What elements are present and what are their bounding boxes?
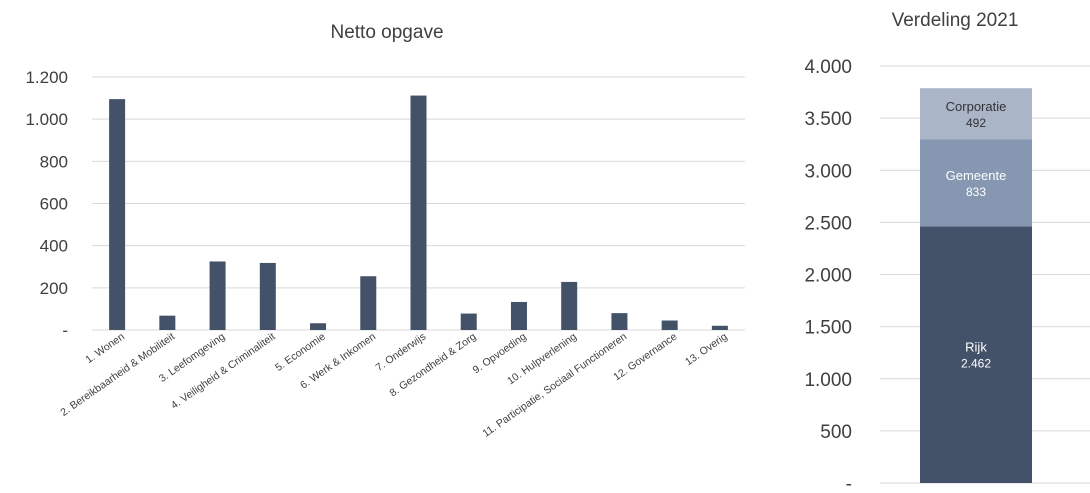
right-y-tick-label: 4.000	[804, 57, 852, 78]
bar-4-veiligheid-criminaliteit	[259, 262, 276, 330]
right-y-tick-label: 500	[820, 422, 852, 443]
segment-label-gemeente: Gemeente	[946, 168, 1007, 183]
netto-opgave-chart: Netto opgave - 200 400 600 800 1.000 1.200 1. …	[25, 22, 745, 440]
segment-label-corporatie: Corporatie	[946, 99, 1007, 114]
bar-2-bereikbaarheid-mobiliteit	[159, 315, 176, 330]
bar-12-governance	[661, 320, 678, 330]
bar-1-wonen	[109, 99, 126, 330]
right-y-tick-label: 2.500	[804, 213, 852, 234]
segment-value-rijk: 2.462	[961, 357, 991, 371]
verdeling-2021-title: Verdeling 2021	[892, 10, 1019, 31]
left-y-tick-label: 800	[40, 152, 68, 171]
bar-5-economie	[310, 323, 327, 330]
right-y-tick-label: 3.000	[804, 161, 852, 182]
segment-value-gemeente: 833	[966, 185, 986, 199]
right-y-tick-label: 3.500	[804, 109, 852, 130]
right-y-tick-label: 1.500	[804, 318, 852, 339]
verdeling-2021-chart: Verdeling 2021 - 500 1.000 1.500 2.000 2.500 3…	[804, 10, 1090, 493]
bar-10-hulpverlening	[561, 281, 578, 330]
bar-7-onderwijs	[410, 95, 427, 330]
left-bars	[109, 95, 728, 330]
left-y-tick-label: 600	[40, 195, 68, 214]
segment-rijk	[920, 226, 1032, 484]
segment-corporatie	[920, 88, 1032, 140]
left-y-tick-label: 200	[40, 279, 68, 298]
x-tick-label: 1. Wonen	[83, 331, 127, 367]
left-y-axis: - 200 400 600 800 1.000 1.200	[25, 68, 68, 340]
bar-8-gezondheid-zorg	[460, 313, 477, 330]
left-y-tick-label: 1.000	[25, 110, 68, 129]
segment-value-corporatie: 492	[966, 116, 986, 130]
right-y-tick-label: -	[846, 474, 852, 488]
bar-13-overig	[711, 325, 728, 330]
x-tick-label: 13. Overig	[683, 331, 730, 369]
bar-6-werk-inkomen	[360, 276, 377, 330]
x-tick-label: 8. Gezondheid & Zorg	[387, 331, 478, 400]
right-y-tick-label: 2.000	[804, 266, 852, 287]
segment-label-rijk: Rijk	[965, 340, 987, 355]
left-y-tick-label: -	[62, 321, 68, 340]
netto-opgave-title: Netto opgave	[330, 22, 443, 43]
bar-9-opvoeding	[510, 301, 527, 330]
left-y-tick-label: 400	[40, 237, 68, 256]
bar-3-leefomgeving	[209, 261, 226, 330]
segment-gemeente	[920, 139, 1032, 227]
right-y-tick-label: 1.000	[804, 370, 852, 391]
bar-11-participatie-sociaal-functioneren	[611, 313, 628, 330]
left-y-tick-label: 1.200	[25, 68, 68, 87]
right-y-axis: - 500 1.000 1.500 2.000 2.500 3.000 3.500 4.000	[804, 57, 852, 493]
right-stacked-bar: Rijk 2.462 Gemeente 833 Corporatie 492	[920, 88, 1032, 484]
